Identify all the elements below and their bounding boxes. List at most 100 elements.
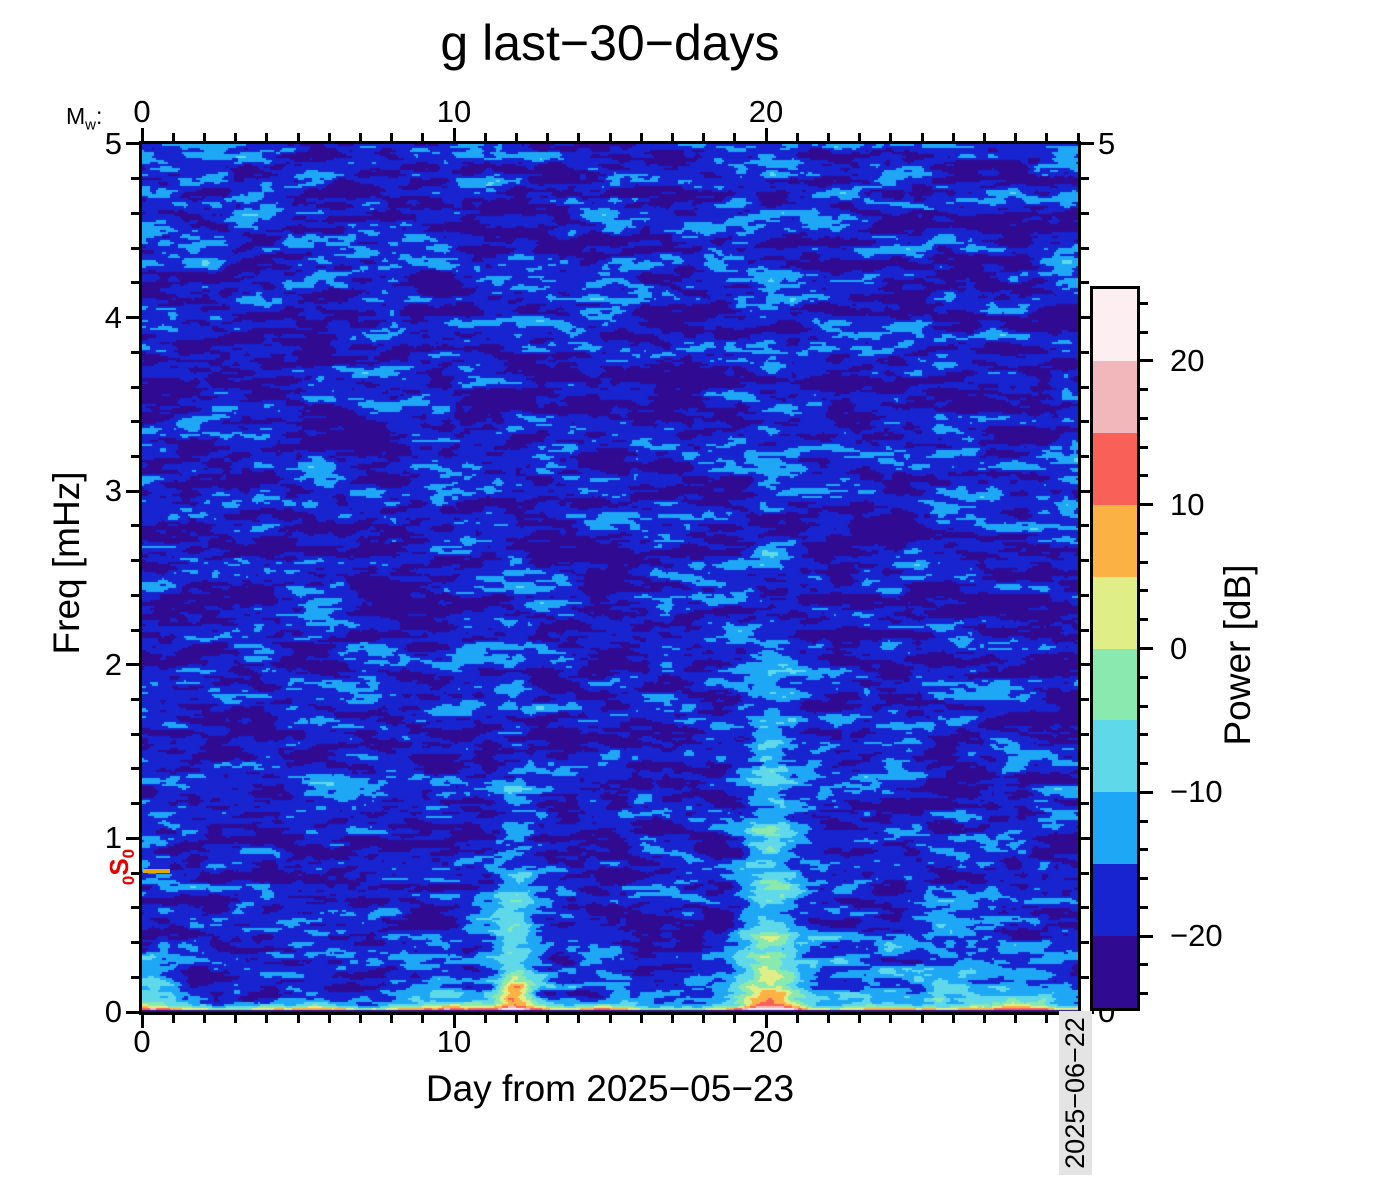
mode-post-subscript: 0 xyxy=(119,848,139,859)
y-axis-right-tick xyxy=(1081,594,1089,597)
y-axis-left-tick xyxy=(131,872,139,875)
x-axis-top-tick xyxy=(328,133,331,141)
y-axis-left-tick xyxy=(131,247,139,250)
y-axis-right-tick xyxy=(1081,941,1089,944)
y-axis-left-tick xyxy=(126,663,139,666)
x-axis-bottom-tick xyxy=(484,1015,487,1023)
x-axis-top-tick xyxy=(952,133,955,141)
colorbar-segment xyxy=(1093,289,1137,361)
y-axis-right-tick xyxy=(1081,663,1094,666)
x-axis-bottom-tick xyxy=(390,1015,393,1023)
colorbar-tick xyxy=(1140,733,1148,736)
freq-axis-title: Freq [mHz] xyxy=(46,471,87,655)
x-axis-top-tick xyxy=(390,133,393,141)
colorbar-tick xyxy=(1140,589,1148,592)
y-axis-right-tick xyxy=(1081,524,1089,527)
magnitude-axis-label: Mw: xyxy=(66,103,102,134)
colorbar-tick xyxy=(1140,532,1148,535)
colorbar-tick xyxy=(1140,359,1153,362)
colorbar-tick-label: 0 xyxy=(1170,630,1188,666)
x-axis-top-tick xyxy=(609,133,612,141)
x-axis-bottom-tick xyxy=(421,1015,424,1023)
x-axis-top-tick xyxy=(640,133,643,141)
x-axis-bottom-tick xyxy=(453,1015,456,1028)
colorbar-tick xyxy=(1140,561,1148,564)
y-axis-right-tick xyxy=(1081,906,1089,909)
x-axis-top-tick xyxy=(858,133,861,141)
colorbar xyxy=(1090,286,1140,1011)
datestamp: 2025−06−22 xyxy=(1059,1003,1093,1183)
x-axis-top-tick xyxy=(265,133,268,141)
spectrogram-plot-area xyxy=(139,141,1081,1015)
x-axis-top-tick xyxy=(702,133,705,141)
x-axis-bottom-tick xyxy=(765,1015,768,1028)
colorbar-segment xyxy=(1093,504,1137,577)
colorbar-tick xyxy=(1140,503,1153,506)
y-axis-right-tick xyxy=(1081,316,1094,319)
y-axis-right-tick xyxy=(1081,733,1089,736)
x-axis-bottom-tick xyxy=(1014,1015,1017,1023)
y-axis-left-tick xyxy=(131,941,139,944)
colorbar-segment xyxy=(1093,936,1137,1009)
chart-title: g last−30−days xyxy=(440,15,780,71)
y-axis-left-tick-label: 3 xyxy=(104,473,122,509)
y-axis-right-tick xyxy=(1081,872,1089,875)
y-axis-right-tick xyxy=(1081,490,1094,493)
y-axis-left-tick-label: 0 xyxy=(104,994,122,1029)
y-axis-right-tick xyxy=(1081,142,1094,145)
x-axis-top-tick xyxy=(484,133,487,141)
colorbar-tick xyxy=(1140,963,1148,966)
y-axis-left-tick xyxy=(131,767,139,770)
x-axis-bottom-tick xyxy=(328,1015,331,1023)
y-axis-right-tick xyxy=(1081,559,1089,562)
x-axis-bottom-tick xyxy=(983,1015,986,1023)
colorbar-tick xyxy=(1140,791,1153,794)
x-axis-bottom-tick xyxy=(796,1015,799,1023)
y-axis-left-tick-label: 4 xyxy=(104,299,122,335)
x-axis-top-tick xyxy=(421,133,424,141)
y-axis-left-tick-label: 1 xyxy=(104,820,122,856)
y-axis-right-tick xyxy=(1081,802,1089,805)
x-axis-top-tick xyxy=(921,133,924,141)
x-axis-top-tick xyxy=(234,133,237,141)
x-axis-top-tick xyxy=(453,128,456,141)
y-axis-right-tick xyxy=(1081,455,1089,458)
x-axis-top-tick xyxy=(1014,133,1017,141)
x-axis-bottom-tick xyxy=(234,1015,237,1023)
x-axis-bottom-tick xyxy=(671,1015,674,1023)
colorbar-tick-label: −10 xyxy=(1170,774,1223,810)
colorbar-tick xyxy=(1140,647,1153,650)
y-axis-left-tick xyxy=(131,524,139,527)
mode-letter: S xyxy=(104,858,134,876)
mw-sub: w xyxy=(85,116,97,134)
colorbar-tick xyxy=(1140,331,1148,334)
x-axis-bottom-tick xyxy=(515,1015,518,1023)
x-axis-bottom-tick xyxy=(889,1015,892,1023)
colorbar-tick-label: −20 xyxy=(1170,918,1223,954)
colorbar-tick xyxy=(1140,992,1148,995)
x-axis-top-tick xyxy=(172,133,175,141)
x-axis-bottom-tick xyxy=(577,1015,580,1023)
mw-colon: : xyxy=(96,103,103,129)
colorbar-tick xyxy=(1140,474,1148,477)
x-axis-bottom-tick xyxy=(1045,1015,1048,1023)
y-axis-right-tick xyxy=(1081,247,1089,250)
x-axis-top-tick xyxy=(827,133,830,141)
colorbar-segment xyxy=(1093,864,1137,937)
y-axis-left-tick xyxy=(126,142,139,145)
x-axis-top-tick xyxy=(203,133,206,141)
y-axis-left-tick xyxy=(131,455,139,458)
x-axis-bottom-tick xyxy=(297,1015,300,1023)
colorbar-tick xyxy=(1140,935,1153,938)
x-axis-bottom-tick-label: 10 xyxy=(436,1024,472,1059)
colorbar-segment xyxy=(1093,648,1137,721)
colorbar-tick xyxy=(1140,705,1148,708)
x-axis-top-tick-label: 0 xyxy=(133,94,151,129)
x-axis-bottom-tick-label: 0 xyxy=(133,1024,151,1059)
colorbar-tick xyxy=(1140,446,1148,449)
x-axis-top-tick xyxy=(796,133,799,141)
colorbar-tick xyxy=(1140,820,1148,823)
colorbar-tick xyxy=(1140,676,1148,679)
y-axis-left-tick xyxy=(126,490,139,493)
spectrogram-canvas xyxy=(142,144,1078,1012)
